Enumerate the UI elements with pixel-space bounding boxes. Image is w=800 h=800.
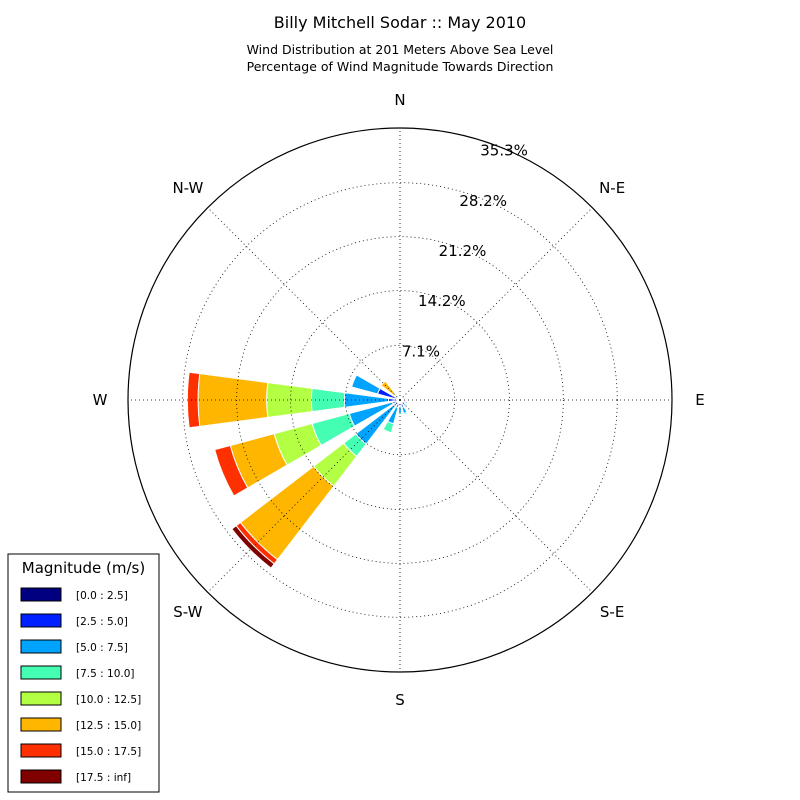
polar-outer-boundary [127,127,673,673]
legend-label: [2.5 : 5.0] [76,616,128,628]
radial-tick-label: 35.3% [480,142,528,160]
sector-247.5 [214,399,401,497]
legend-label: [5.0 : 7.5] [76,642,128,654]
grid-ring [344,344,456,456]
chart-subtitle-line-2: Percentage of Wind Magnitude Towards Dir… [247,59,554,74]
grid-ring [290,290,510,510]
legend-swatch [20,691,62,706]
legend-swatch [20,769,62,784]
radial-tick-label: 7.1% [402,342,440,360]
sector-292.5 [351,374,401,401]
legend-swatch [20,665,62,680]
sector-segment [197,373,269,427]
direction-label-s-w: S-W [173,603,202,621]
radial-tick-labels: 7.1% 14.2% 21.2% 28.2% 35.3% [402,142,528,361]
direction-label-w: W [93,391,108,409]
legend-swatch [20,639,62,654]
legend-swatch [20,717,62,732]
direction-label-e: E [695,391,704,409]
sector-270 [186,371,401,429]
grid-spoke [399,399,593,593]
radial-tick-label: 21.2% [439,242,487,260]
grid-ring [182,182,618,618]
direction-label-s: S [395,691,405,709]
legend-swatch [20,743,62,758]
legend-label: [7.5 : 10.0] [76,668,134,680]
grid-spoke [207,399,401,593]
direction-label-s-e: S-E [600,603,624,621]
radial-tick-label: 28.2% [459,192,507,210]
grid-spoke [399,207,593,401]
chart-subtitle-line-1: Wind Distribution at 201 Meters Above Se… [247,42,554,57]
wind-sectors [186,371,409,569]
sector-segment [351,374,381,395]
radial-tick-label: 14.2% [418,292,466,310]
direction-label-n-e: N-E [599,179,625,197]
legend-label: [17.5 : inf] [76,772,131,784]
legend: Magnitude (m/s) [0.0 : 2.5] [2.5 : 5.0] [5… [7,553,160,793]
chart-title: Billy Mitchell Sodar :: May 2010 [274,13,526,32]
legend-label: [12.5 : 15.0] [76,720,141,732]
polar-grid [128,128,672,672]
direction-labels: N N-E E S-E S S-W W N-W [93,91,705,709]
grid-spoke [207,207,401,401]
direction-label-n-w: N-W [172,179,203,197]
legend-title: Magnitude (m/s) [22,559,145,577]
legend-label: [15.0 : 17.5] [76,746,141,758]
sector-202.5 [382,399,401,434]
sector-segment [397,405,403,413]
legend-swatch [20,587,62,602]
legend-swatch [20,613,62,628]
legend-items: [0.0 : 2.5] [2.5 : 5.0] [5.0 : 7.5] [7.5 : … [20,587,141,784]
legend-label: [0.0 : 2.5] [76,590,128,602]
direction-label-n: N [394,91,405,109]
legend-label: [10.0 : 12.5] [76,694,141,706]
sector-segment [266,382,313,418]
grid-ring [236,236,564,564]
